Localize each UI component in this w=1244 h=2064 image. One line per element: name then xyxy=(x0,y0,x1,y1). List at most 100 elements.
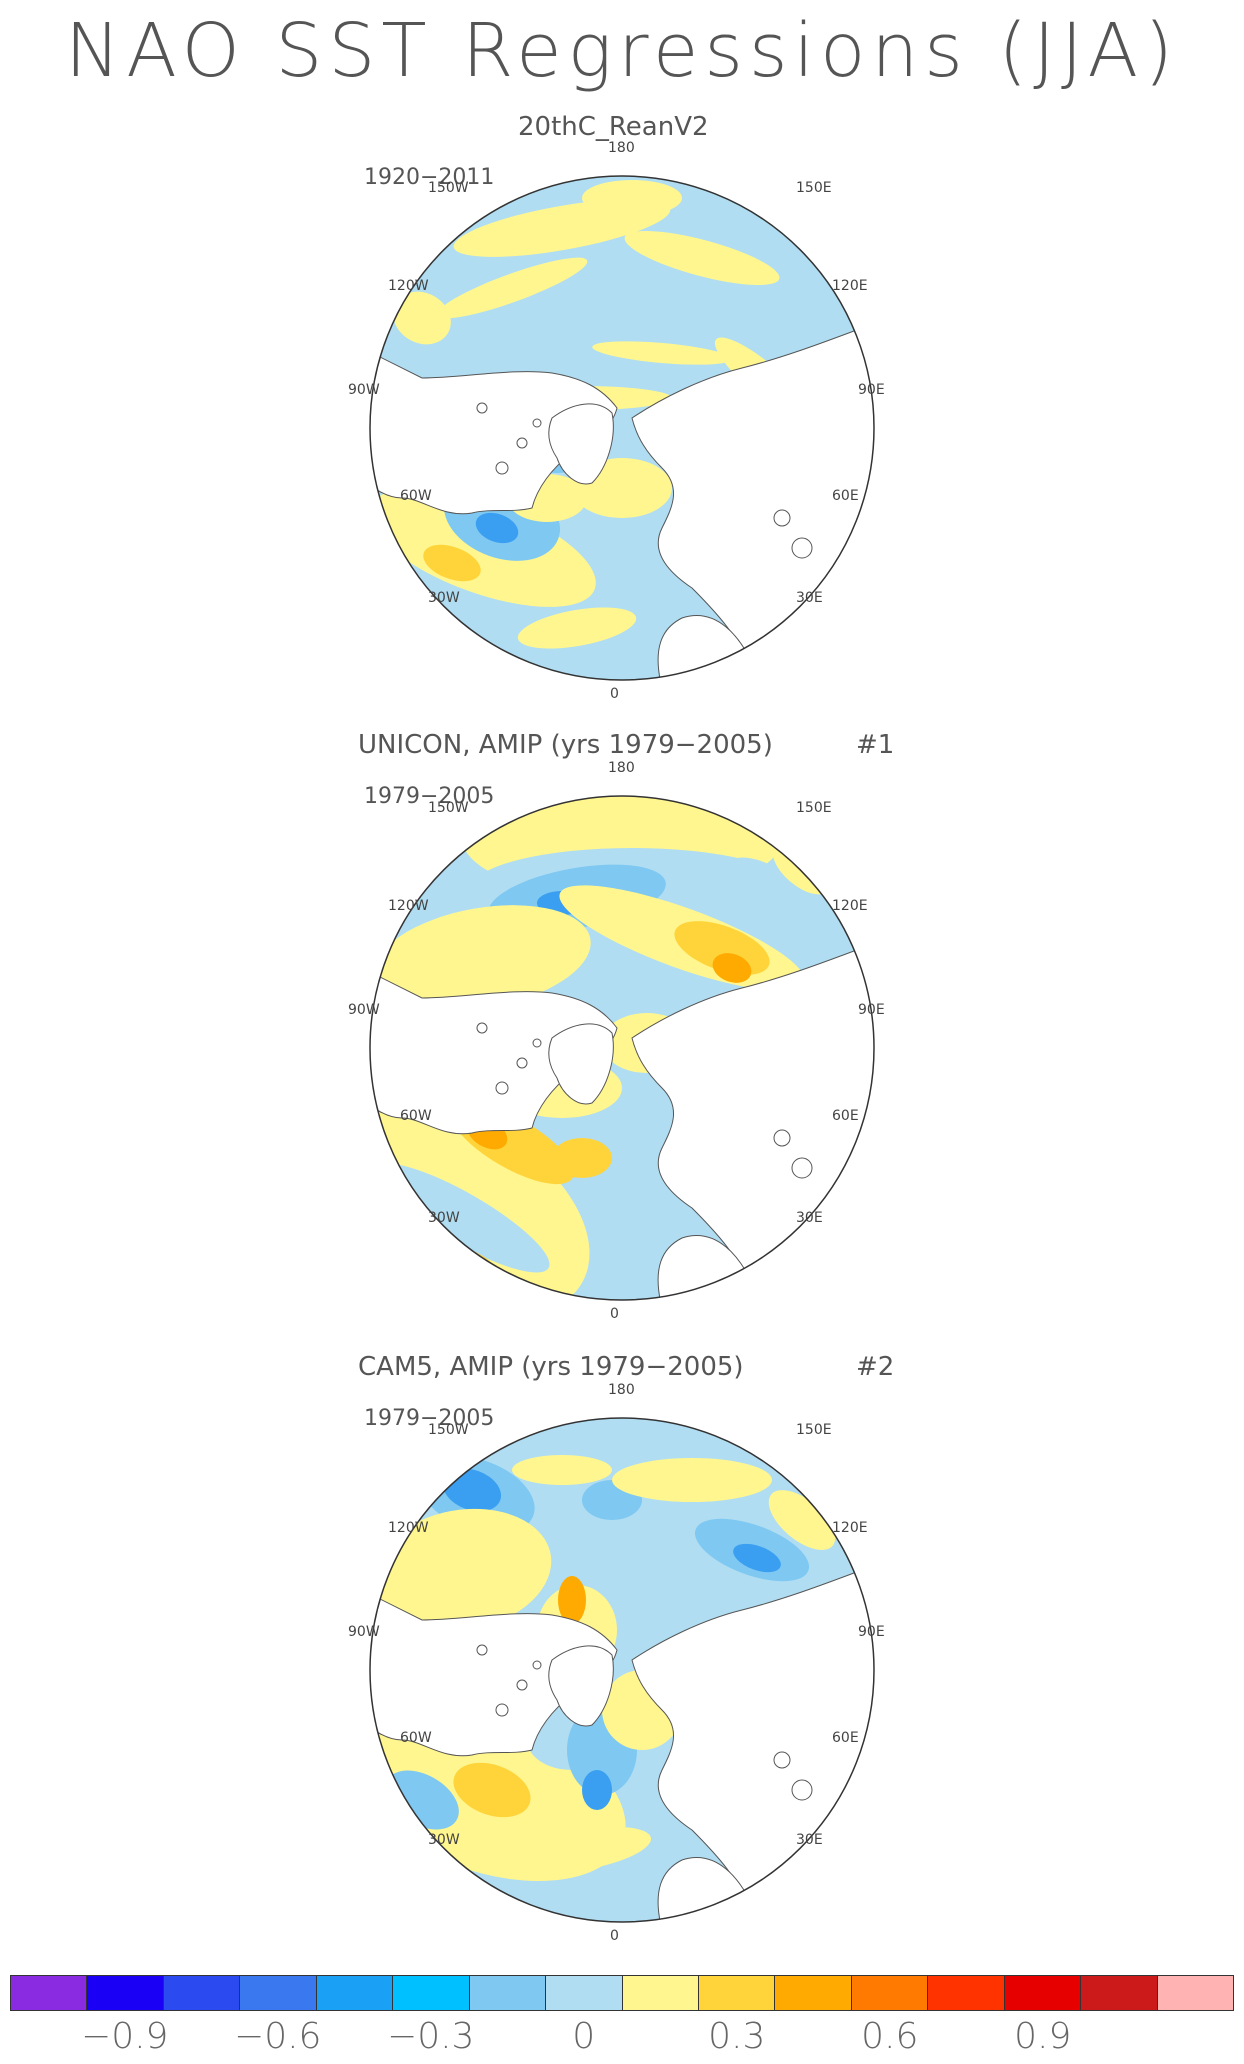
longitude-label: 90E xyxy=(858,1002,885,1018)
longitude-label: 60E xyxy=(832,1730,859,1746)
figure-title: NAO SST Regressions (JJA) xyxy=(64,8,1180,94)
island xyxy=(532,1038,542,1048)
sst-anomaly-region xyxy=(624,230,780,286)
colorbar-swatch xyxy=(546,1976,623,2010)
island xyxy=(791,537,813,559)
longitude-label: 120E xyxy=(832,898,868,914)
longitude-label: 60E xyxy=(832,1108,859,1124)
colorbar-swatch xyxy=(469,1976,547,2010)
map-border xyxy=(369,175,875,681)
longitude-label: 150W xyxy=(428,1422,469,1438)
longitude-label: 150W xyxy=(428,180,469,196)
map-panel-3 xyxy=(369,1417,875,1923)
colorbar-swatch xyxy=(1004,1976,1082,2010)
colorbar-swatch xyxy=(928,1976,1005,2010)
sst-anomaly-region xyxy=(582,180,682,216)
panel-2-title: UNICON, AMIP (yrs 1979−2005) xyxy=(358,730,773,760)
longitude-label: 0 xyxy=(610,1928,619,1944)
longitude-label: 90W xyxy=(348,382,380,398)
sst-anomaly-region xyxy=(372,1508,552,1632)
longitude-label: 120W xyxy=(388,898,429,914)
panel-3-title: CAM5, AMIP (yrs 1979−2005) xyxy=(358,1352,744,1382)
sst-anomaly-region xyxy=(512,1455,612,1485)
colorbar-tick-label: 0.3 xyxy=(708,2016,766,2057)
island xyxy=(516,437,528,449)
island xyxy=(791,1779,813,1801)
island xyxy=(791,1157,813,1179)
longitude-label: 150E xyxy=(796,180,832,196)
colorbar-swatch xyxy=(698,1976,776,2010)
longitude-label: 30W xyxy=(428,1832,460,1848)
island xyxy=(773,1129,791,1147)
longitude-label: 120E xyxy=(832,1520,868,1536)
island xyxy=(532,418,542,428)
sst-anomaly-region xyxy=(725,857,839,959)
longitude-label: 30W xyxy=(428,590,460,606)
island xyxy=(495,461,509,475)
colorbar-swatch xyxy=(1081,1976,1158,2010)
sst-anomaly-region xyxy=(374,1163,550,1273)
longitude-label: 90W xyxy=(348,1624,380,1640)
island xyxy=(476,1022,488,1034)
land-mask xyxy=(548,403,614,485)
sst-anomaly-region xyxy=(592,341,732,365)
sst-anomaly-region xyxy=(423,544,481,582)
island xyxy=(495,1703,509,1717)
longitude-label: 30W xyxy=(428,1210,460,1226)
longitude-label: 60W xyxy=(400,1108,432,1124)
colorbar-tick-label: 0.6 xyxy=(861,2016,919,2057)
longitude-label: 90W xyxy=(348,1002,380,1018)
longitude-label: 90E xyxy=(858,382,885,398)
panel-2-number: #1 xyxy=(856,730,895,760)
panel-2-period: 1979−2005 xyxy=(364,784,495,809)
panel-3-period: 1979−2005 xyxy=(364,1406,495,1431)
sst-anomaly-region xyxy=(475,512,519,544)
longitude-label: 0 xyxy=(610,686,619,702)
colorbar-tick-label: −0.3 xyxy=(387,2016,475,2057)
colorbar-swatch xyxy=(11,1976,88,2010)
longitude-label: 150W xyxy=(428,800,469,816)
island xyxy=(495,1081,509,1095)
colorbar-swatch xyxy=(87,1976,164,2010)
map-border xyxy=(369,795,875,1301)
island xyxy=(532,1660,542,1670)
panel-3-number: #2 xyxy=(856,1352,895,1382)
colorbar-swatch xyxy=(622,1976,699,2010)
colorbar-swatch xyxy=(163,1976,241,2010)
sst-anomaly-region xyxy=(712,953,752,983)
ocean-field xyxy=(370,796,874,1300)
longitude-label: 180 xyxy=(608,140,635,156)
colorbar xyxy=(10,1975,1234,2011)
map-panel-1 xyxy=(369,175,875,681)
longitude-label: 120W xyxy=(388,1520,429,1536)
sst-anomaly-region xyxy=(517,607,637,649)
longitude-label: 60E xyxy=(832,488,859,504)
longitude-label: 120W xyxy=(388,278,429,294)
colorbar-swatch xyxy=(240,1976,317,2010)
land-mask xyxy=(548,1023,614,1105)
island xyxy=(773,509,791,527)
longitude-label: 90E xyxy=(858,1624,885,1640)
sst-anomaly-region xyxy=(582,1770,612,1810)
sst-anomaly-region xyxy=(453,1762,531,1818)
sst-anomaly-region xyxy=(393,291,451,345)
island xyxy=(516,1057,528,1069)
land-mask xyxy=(548,1645,614,1727)
map-panel-2 xyxy=(369,795,875,1301)
longitude-label: 180 xyxy=(608,760,635,776)
sst-anomaly-region xyxy=(768,1490,836,1550)
ocean-field xyxy=(370,176,874,680)
colorbar-swatch xyxy=(851,1976,929,2010)
sst-anomaly-region xyxy=(552,1138,612,1178)
colorbar-tick-label: 0.9 xyxy=(1014,2016,1072,2057)
longitude-label: 60W xyxy=(400,488,432,504)
colorbar-tick-label: 0 xyxy=(572,2016,596,2057)
sst-anomaly-region xyxy=(558,1576,586,1624)
sst-anomaly-region xyxy=(373,905,591,1011)
longitude-label: 30E xyxy=(796,590,823,606)
colorbar-swatch xyxy=(316,1976,394,2010)
sst-anomaly-region xyxy=(512,1826,652,1874)
colorbar-swatch xyxy=(393,1976,470,2010)
sst-anomaly-region xyxy=(612,1458,772,1502)
longitude-label: 180 xyxy=(608,1382,635,1398)
